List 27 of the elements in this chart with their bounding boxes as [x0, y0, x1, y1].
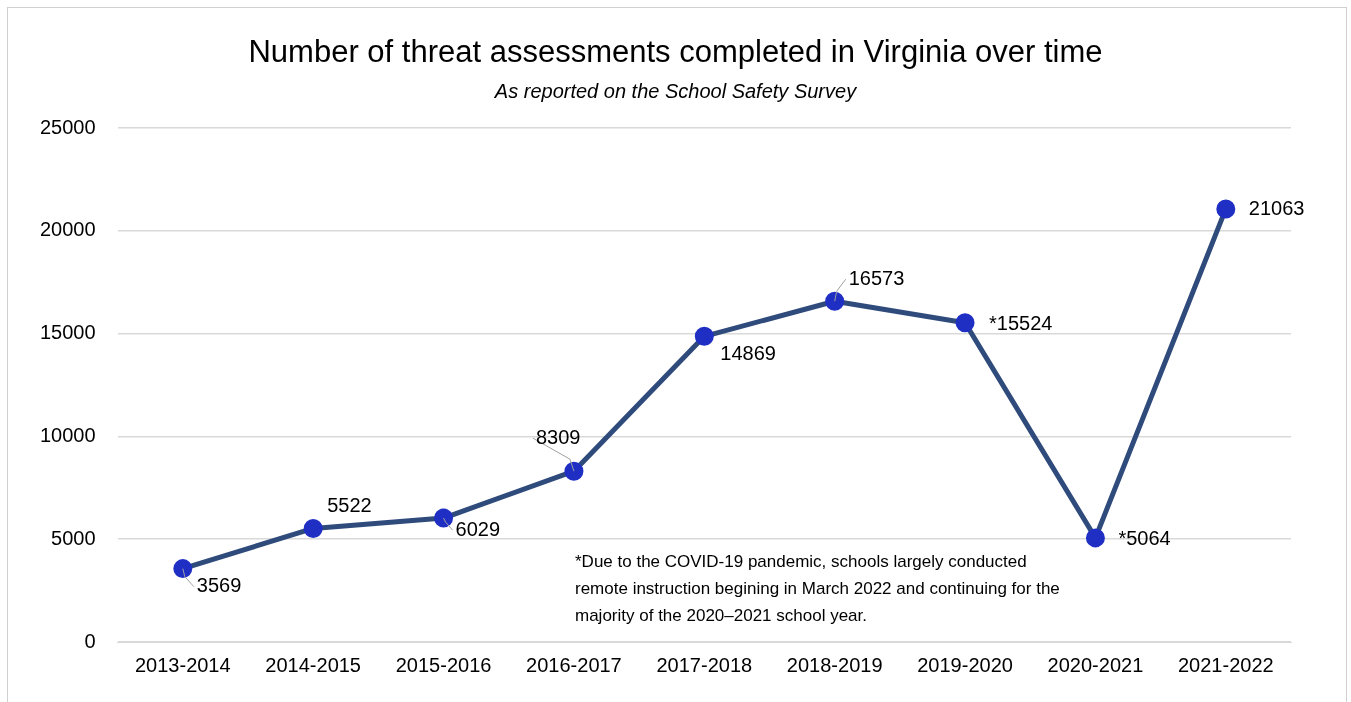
y-tick-label: 10000	[39, 423, 96, 446]
annotation: *Due to the COVID-19 pandemic, schools largely conducted remote instruction begining in March 2022 and continuing for the majority of the 2020–2021 school year.	[575, 551, 1060, 625]
x-tick-label: 2014-2015	[265, 653, 362, 676]
x-tick-label: 2013-2014	[134, 653, 231, 676]
chart-subtitle: As reported on the School Safety Survey	[493, 80, 858, 103]
y-tick-label: 5000	[51, 526, 96, 549]
x-tick-label: 2017-2018	[656, 653, 753, 676]
x-tick-label: 2020-2021	[1047, 653, 1144, 676]
data-label: 5522	[327, 493, 372, 516]
y-tick-label: 25000	[39, 115, 96, 138]
data-label: 8309	[535, 425, 581, 448]
y-tick-label: 20000	[39, 218, 96, 241]
x-tick-label: 2021-2022	[1177, 653, 1274, 676]
chart-title: Number of threat assessments completed in Virginia over time	[247, 34, 1104, 70]
data-label: *5064	[1118, 527, 1171, 550]
data-label: *15524	[989, 312, 1053, 335]
data-label: 21063	[1248, 197, 1305, 220]
data-label: 3569	[196, 574, 242, 597]
x-tick-label: 2016-2017	[526, 653, 622, 676]
x-tick-label: 2018-2019	[786, 653, 883, 676]
data-label: 16573	[848, 266, 905, 289]
x-tick-label: 2015-2016	[395, 653, 492, 676]
y-tick-label: 0	[84, 629, 96, 652]
data-label: 6029	[455, 517, 501, 540]
y-tick-label: 15000	[39, 321, 96, 344]
x-tick-label: 2019-2020	[917, 653, 1013, 676]
data-label: 14869	[720, 341, 776, 364]
